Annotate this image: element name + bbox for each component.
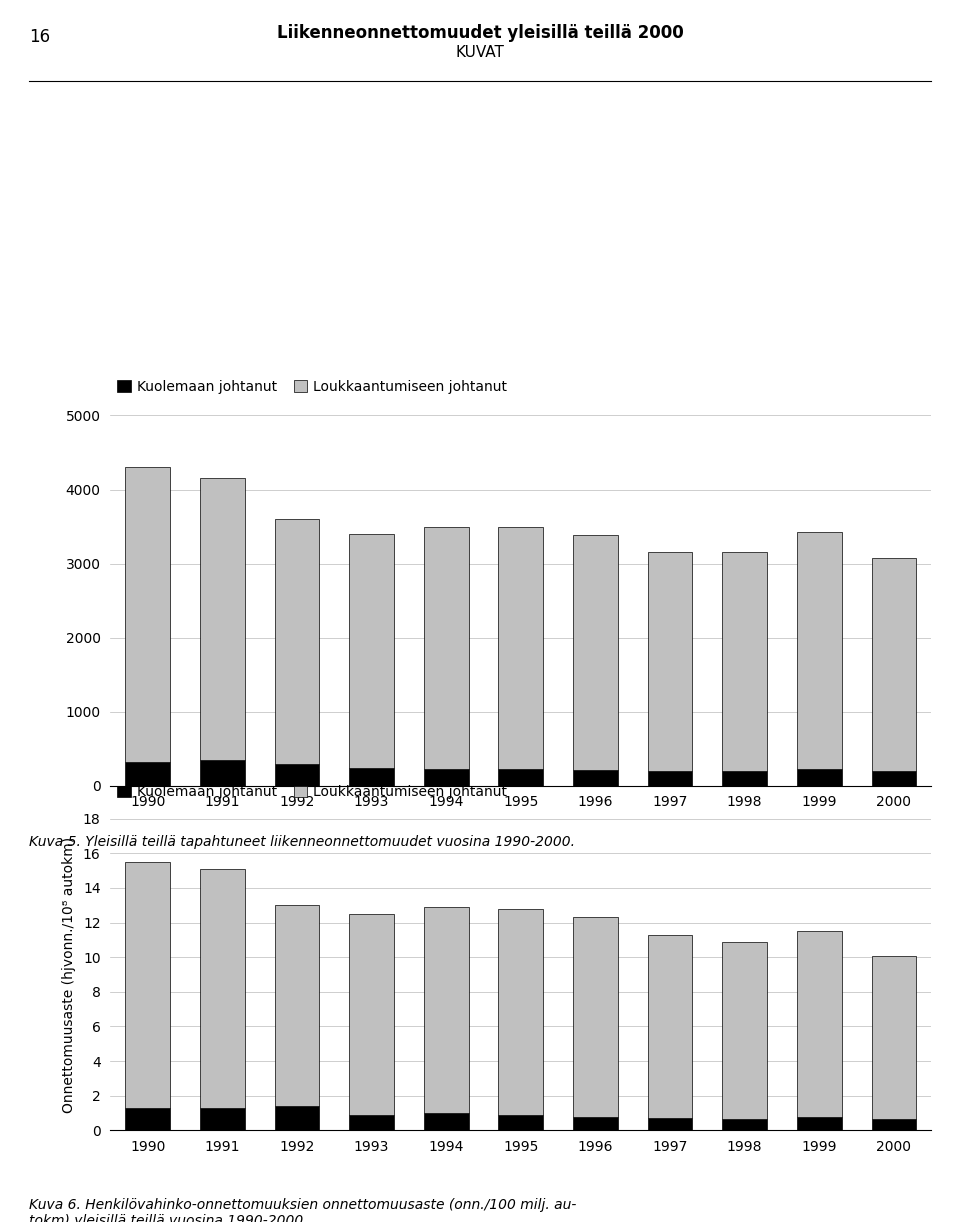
Bar — [797, 931, 842, 1117]
Bar — [573, 1117, 618, 1130]
Bar — [872, 956, 916, 1119]
Bar — [349, 767, 394, 786]
Text: Kuva 6. Henkilövahinko-onnettomuuksien onnettomuusaste (onn./100 milj. au-
tokm): Kuva 6. Henkilövahinko-onnettomuuksien o… — [29, 1198, 576, 1222]
Y-axis label: Onnettomuusaste (hjvonn./10⁸ autokm): Onnettomuusaste (hjvonn./10⁸ autokm) — [62, 837, 76, 1112]
Bar — [498, 909, 543, 1114]
Bar — [573, 918, 618, 1117]
Bar — [423, 1113, 468, 1130]
Bar — [722, 1119, 767, 1130]
Bar — [648, 1118, 692, 1130]
Bar — [722, 942, 767, 1119]
Bar — [200, 479, 245, 760]
Text: KUVAT: KUVAT — [456, 45, 504, 60]
Bar — [349, 534, 394, 767]
Bar — [423, 527, 468, 769]
Bar — [872, 771, 916, 786]
Bar — [275, 906, 320, 1106]
Bar — [423, 769, 468, 786]
Bar — [349, 1114, 394, 1130]
Bar — [722, 552, 767, 771]
Bar — [275, 1106, 320, 1130]
Bar — [498, 1114, 543, 1130]
Bar — [423, 907, 468, 1113]
Bar — [200, 760, 245, 786]
Bar — [573, 770, 618, 786]
Bar — [200, 1108, 245, 1130]
Bar — [498, 527, 543, 770]
Bar — [573, 535, 618, 770]
Bar — [126, 862, 170, 1108]
Legend: Kuolemaan johtanut, Loukkaantumiseen johtanut: Kuolemaan johtanut, Loukkaantumiseen joh… — [117, 380, 507, 393]
Bar — [648, 771, 692, 786]
Bar — [722, 771, 767, 786]
Bar — [275, 764, 320, 786]
Text: 16: 16 — [29, 28, 50, 46]
Bar — [797, 533, 842, 770]
Bar — [797, 770, 842, 786]
Bar — [349, 914, 394, 1114]
Legend: Kuolemaan johtanut, Loukkaantumiseen johtanut: Kuolemaan johtanut, Loukkaantumiseen joh… — [117, 786, 507, 799]
Bar — [200, 869, 245, 1108]
Bar — [872, 558, 916, 771]
Bar — [648, 552, 692, 771]
Bar — [648, 935, 692, 1118]
Bar — [498, 770, 543, 786]
Bar — [126, 467, 170, 763]
Text: Liikenneonnettomuudet yleisillä teillä 2000: Liikenneonnettomuudet yleisillä teillä 2… — [276, 24, 684, 43]
Bar — [126, 763, 170, 786]
Bar — [872, 1119, 916, 1130]
Bar — [126, 1108, 170, 1130]
Text: Kuva 5. Yleisillä teillä tapahtuneet liikenneonnettomuudet vuosina 1990-2000.: Kuva 5. Yleisillä teillä tapahtuneet lii… — [29, 835, 575, 848]
Bar — [797, 1117, 842, 1130]
Bar — [275, 519, 320, 764]
